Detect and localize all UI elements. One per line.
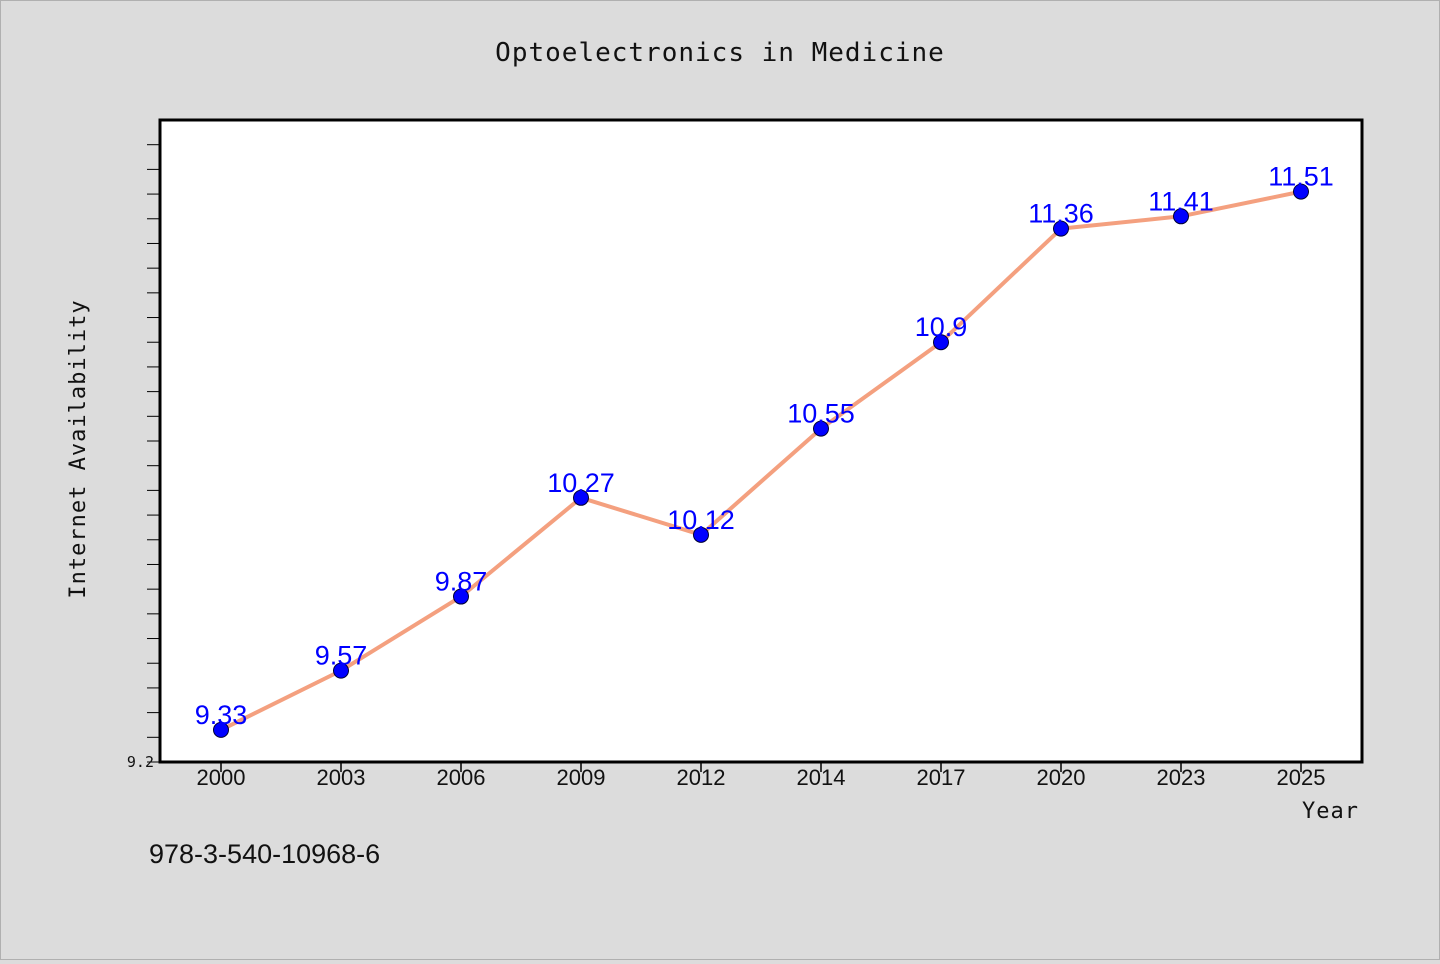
data-label: 11.36 — [1028, 199, 1094, 229]
x-tick-label: 2017 — [917, 765, 966, 790]
data-label: 11.51 — [1268, 162, 1334, 192]
data-point — [1293, 183, 1309, 200]
x-axis-label: Year — [1302, 799, 1359, 824]
x-tick-label: 2012 — [677, 765, 726, 790]
chart-title: Optoelectronics in Medicine — [495, 38, 945, 68]
data-label: 9.33 — [195, 700, 248, 730]
data-point — [453, 588, 469, 605]
data-point — [693, 526, 709, 543]
x-tick-label: 2023 — [1157, 765, 1206, 790]
data-label: 9.57 — [315, 641, 368, 671]
data-point — [933, 334, 949, 351]
y-axis-label: Internet Availability — [66, 299, 91, 598]
data-label: 11.41 — [1148, 186, 1214, 216]
data-point — [213, 721, 229, 738]
data-label: 10.55 — [787, 399, 855, 429]
data-point — [1173, 208, 1189, 225]
series-line — [220, 189, 1302, 732]
data-point — [813, 420, 829, 437]
data-point — [333, 662, 349, 679]
data-labels-layer: 9.33 9.57 9.87 10.27 10.12 10.55 10.9 11.36 11.4… — [195, 162, 1334, 730]
x-tick-label: 2014 — [797, 765, 846, 790]
x-tick-label: 2020 — [1037, 765, 1086, 790]
x-axis-ticks: 2000 2003 2006 2009 2012 2014 2017 2020 2023 2025 — [197, 762, 1326, 790]
series-layer — [213, 183, 1309, 738]
data-point — [1053, 220, 1069, 237]
footnote-isbn: 978-3-540-10968-6 — [149, 839, 380, 869]
data-label: 10.12 — [667, 505, 735, 535]
x-tick-label: 2006 — [437, 765, 486, 790]
x-tick-label: 2025 — [1277, 765, 1326, 790]
data-label: 10.27 — [547, 468, 615, 498]
y-tick-label: 9.2 — [127, 753, 154, 771]
x-tick-label: 2003 — [317, 765, 366, 790]
plot-area — [158, 118, 1364, 764]
data-label: 10.9 — [915, 312, 968, 342]
x-tick-label: 2009 — [557, 765, 606, 790]
x-tick-label: 2000 — [197, 765, 246, 790]
y-axis-ticks: 9.2 — [127, 144, 160, 771]
data-label: 9.87 — [435, 567, 488, 597]
data-point — [573, 489, 589, 506]
